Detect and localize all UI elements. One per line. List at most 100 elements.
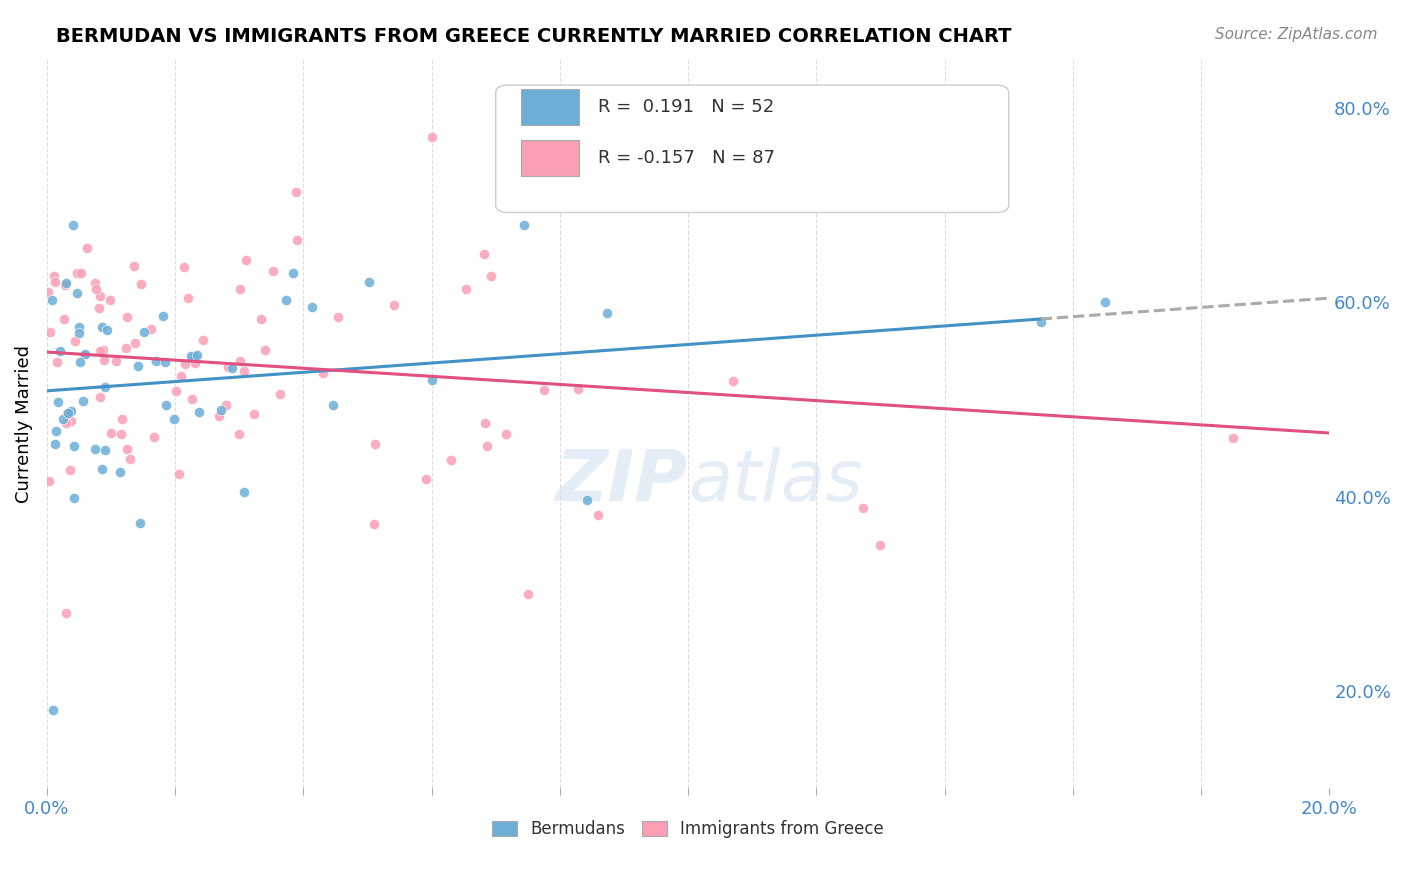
Point: [233, 485, 256, 500]
Point: [84, 277, 107, 291]
Point: [52, 412, 75, 426]
Point: [94, 442, 117, 457]
Point: [45, 425, 67, 439]
Point: [183, 356, 205, 370]
Point: [87, 301, 110, 315]
Point: [128, 516, 150, 530]
Point: [420, 130, 443, 145]
Point: [55, 416, 77, 430]
Point: [145, 354, 167, 368]
Point: [173, 260, 195, 274]
Point: [165, 384, 187, 399]
Point: [134, 325, 156, 339]
Point: [115, 310, 138, 324]
Point: [208, 409, 231, 424]
Point: [250, 311, 273, 326]
Point: [516, 587, 538, 601]
Point: [69, 267, 91, 281]
Legend: Bermudans, Immigrants from Greece: Bermudans, Immigrants from Greece: [485, 814, 891, 845]
Point: [44, 275, 66, 289]
Point: [89, 390, 111, 404]
Point: [472, 246, 495, 260]
Point: [83, 442, 105, 457]
Point: [52, 311, 75, 326]
Point: [56, 406, 79, 420]
Point: [143, 430, 166, 444]
FancyBboxPatch shape: [522, 140, 579, 176]
Point: [91, 343, 114, 357]
Point: [46, 355, 69, 369]
Point: [474, 416, 496, 430]
Point: [228, 427, 250, 442]
Point: [186, 348, 208, 362]
Point: [63, 491, 86, 505]
Point: [94, 380, 117, 394]
Point: [415, 472, 437, 486]
Point: [63, 439, 86, 453]
Point: [287, 234, 309, 248]
Point: [38, 474, 60, 488]
Point: [66, 266, 89, 280]
Point: [111, 412, 134, 426]
Point: [322, 398, 344, 412]
FancyBboxPatch shape: [496, 85, 1008, 212]
Point: [243, 408, 266, 422]
Point: [91, 461, 114, 475]
Point: [53, 278, 76, 293]
Point: [475, 439, 498, 453]
Point: [420, 373, 443, 387]
Point: [439, 452, 461, 467]
Point: [187, 405, 209, 419]
Point: [274, 293, 297, 308]
Text: R =  0.191   N = 52: R = 0.191 N = 52: [599, 98, 775, 116]
Point: [59, 403, 82, 417]
Point: [1029, 315, 1052, 329]
Point: [326, 310, 349, 325]
Text: Source: ZipAtlas.com: Source: ZipAtlas.com: [1215, 27, 1378, 42]
Point: [62, 218, 84, 232]
Point: [100, 425, 122, 440]
Text: ZIP: ZIP: [555, 448, 688, 516]
Point: [46, 395, 69, 409]
Point: [174, 357, 197, 371]
Point: [721, 374, 744, 388]
Point: [115, 442, 138, 457]
Point: [852, 501, 875, 516]
Point: [56, 407, 79, 421]
Point: [72, 394, 94, 409]
Point: [96, 323, 118, 337]
Point: [576, 493, 599, 508]
Point: [153, 355, 176, 369]
Point: [301, 300, 323, 314]
Point: [93, 353, 115, 368]
Point: [115, 341, 138, 355]
Point: [42, 703, 65, 717]
Point: [37, 285, 59, 299]
Point: [69, 355, 91, 369]
Text: R = -0.157   N = 87: R = -0.157 N = 87: [599, 149, 775, 167]
Point: [55, 606, 77, 620]
Point: [122, 260, 145, 274]
Point: [869, 538, 891, 552]
Y-axis label: Currently Married: Currently Married: [15, 344, 32, 503]
Point: [191, 333, 214, 347]
Point: [567, 382, 589, 396]
Point: [163, 412, 186, 426]
Point: [233, 364, 256, 378]
Point: [512, 218, 534, 232]
Point: [666, 197, 689, 211]
Point: [1094, 295, 1116, 310]
Point: [586, 508, 609, 522]
Point: [209, 403, 232, 417]
Point: [359, 275, 381, 289]
Point: [84, 282, 107, 296]
Point: [176, 291, 198, 305]
Text: BERMUDAN VS IMMIGRANTS FROM GREECE CURRENTLY MARRIED CORRELATION CHART: BERMUDAN VS IMMIGRANTS FROM GREECE CURRE…: [56, 27, 1012, 45]
Point: [48, 343, 70, 358]
Point: [155, 398, 177, 412]
Point: [221, 361, 243, 376]
Point: [129, 277, 152, 292]
FancyBboxPatch shape: [522, 88, 579, 125]
Point: [152, 310, 174, 324]
Point: [363, 437, 385, 451]
